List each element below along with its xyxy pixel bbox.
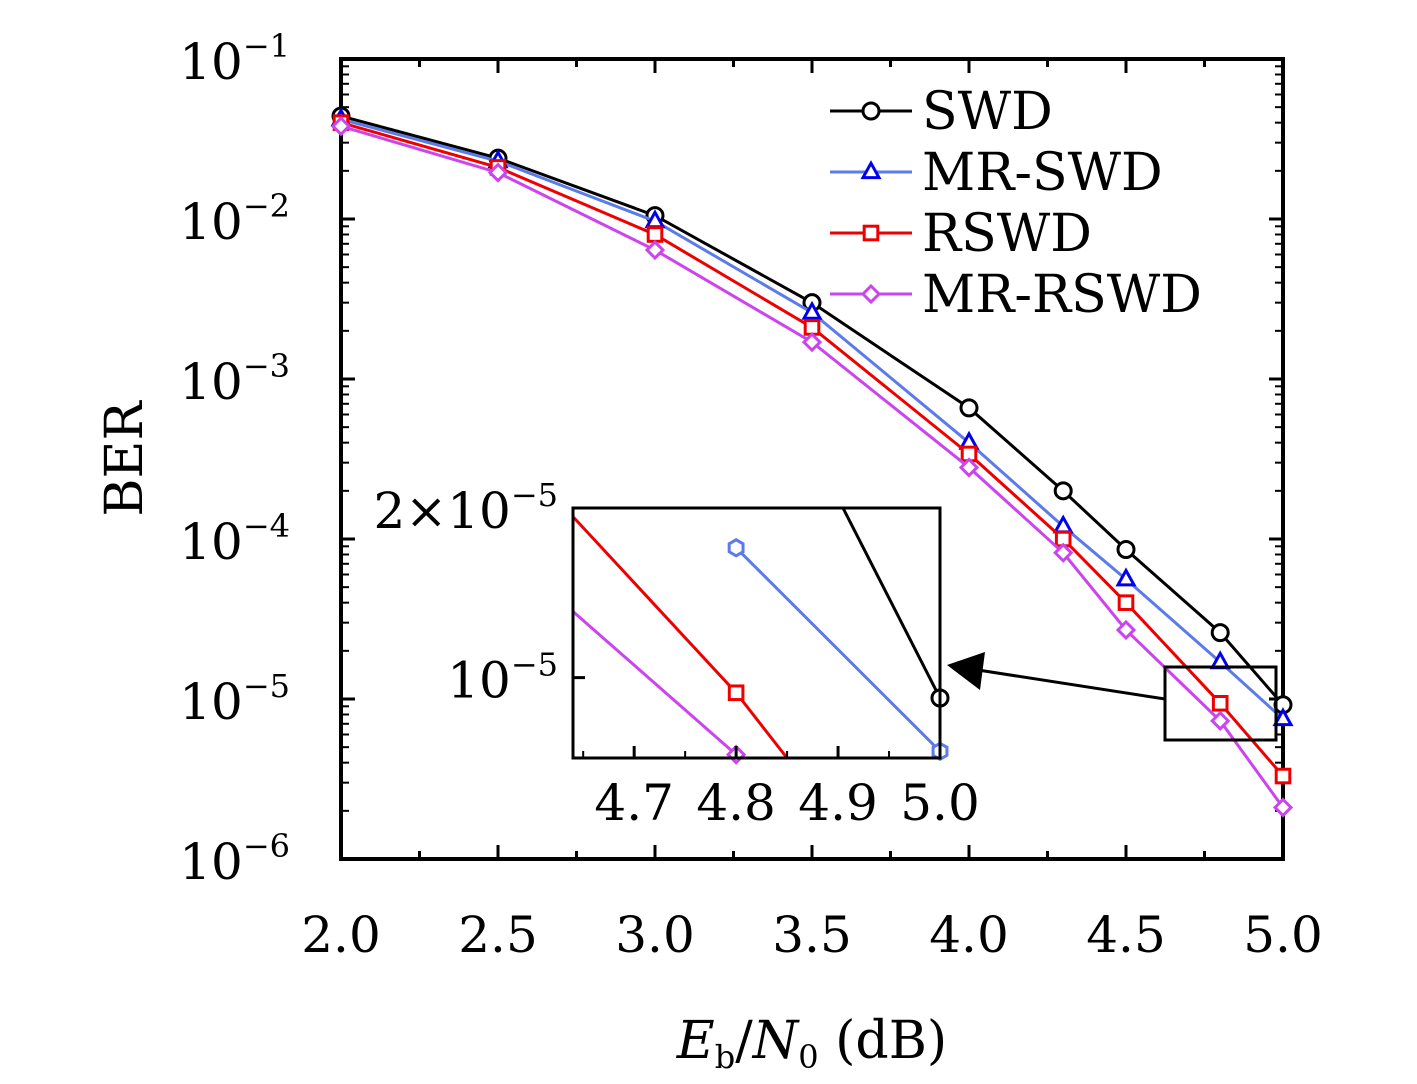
inset-data-point [727, 538, 745, 558]
legend-label: MR-RSWD [922, 265, 1202, 325]
inset-frame [571, 506, 942, 760]
y-tick-label: 10−4 [179, 507, 290, 571]
x-tick-label: 4.5 [1086, 906, 1166, 964]
data-point [958, 457, 980, 478]
data-point [1117, 594, 1135, 611]
zoom-region-box [1163, 665, 1278, 742]
data-point [487, 162, 509, 183]
inset-y-tick-label: 10−5 [447, 646, 558, 710]
main-plot-area: 2.0 2.5 3.0 3.5 4.0 4.5 5.0 10−1 10−2 10−3 10−4 10−… [179, 27, 1323, 964]
data-point [1272, 797, 1294, 818]
x-axis-label: Eb/N0 (dB) [676, 1011, 947, 1076]
data-point [1274, 767, 1292, 785]
y-tick-label: 10−2 [179, 187, 290, 251]
inset-plot-area: 4.7 4.8 4.9 5.0 2×10−5 10−5 [373, 476, 980, 832]
y-tick-label: 10−1 [179, 27, 290, 91]
inset-x-tick-label: 4.7 [594, 774, 674, 832]
inset-series-swd [841, 508, 940, 699]
inset-series-line [573, 610, 738, 756]
data-point [801, 300, 823, 320]
inset-y-tick-label: 2×10−5 [373, 476, 558, 540]
legend-label: MR-SWD [922, 143, 1163, 203]
x-tick-label: 5.0 [1243, 906, 1323, 964]
data-point [1053, 481, 1073, 501]
data-point [1115, 567, 1137, 587]
inset-background [573, 508, 940, 758]
legend-marker [862, 224, 880, 242]
data-point [1272, 707, 1294, 727]
data-point [1116, 539, 1136, 559]
x-tick-label: 2.5 [458, 906, 538, 964]
inset-series-line [735, 546, 940, 753]
legend-label: RSWD [922, 204, 1092, 264]
inset-series-mr-swd [735, 546, 940, 753]
legend-item-swd: SWD [830, 82, 1053, 142]
x-tick-label: 3.5 [772, 906, 852, 964]
legend-marker [861, 101, 881, 121]
y-tick-label: 10−3 [179, 347, 290, 411]
data-point [1210, 710, 1231, 731]
y-axis-label: BER [95, 399, 155, 516]
inset-markers-rswd [727, 684, 745, 702]
data-point [1210, 623, 1230, 643]
zoom-arrow-head [947, 652, 985, 690]
legend-label: SWD [922, 82, 1053, 142]
data-point [646, 226, 664, 243]
data-point [644, 239, 666, 261]
data-point [330, 116, 352, 137]
inset-data-point [727, 684, 745, 702]
y-tick-label: 10−5 [179, 667, 290, 731]
x-tick-label: 4.0 [929, 906, 1009, 964]
inset-series-line [841, 508, 940, 699]
inset-x-tick-label: 4.9 [798, 774, 878, 832]
inset-series-mr-rswd [573, 610, 738, 756]
legend-item-mr-rswd: MR-RSWD [830, 265, 1202, 325]
legend-item-rswd: RSWD [830, 204, 1092, 264]
inset-x-tick-label: 4.8 [696, 774, 776, 832]
legend-item-mr-swd: MR-SWD [830, 143, 1163, 203]
series-mr-rswd [330, 116, 1294, 818]
data-point [1053, 542, 1074, 563]
y-tick-label: 10−6 [179, 827, 290, 891]
data-point [1115, 619, 1137, 641]
data-point [801, 332, 823, 353]
x-tick-label: 3.0 [615, 906, 695, 964]
legend-marker [860, 160, 882, 180]
data-point [1211, 694, 1229, 712]
zoom-arrow-line [977, 668, 1166, 701]
x-tick-label: 2.0 [301, 906, 381, 964]
legend-marker [860, 283, 882, 305]
data-point [959, 398, 979, 418]
inset-x-tick-label: 5.0 [900, 774, 980, 832]
